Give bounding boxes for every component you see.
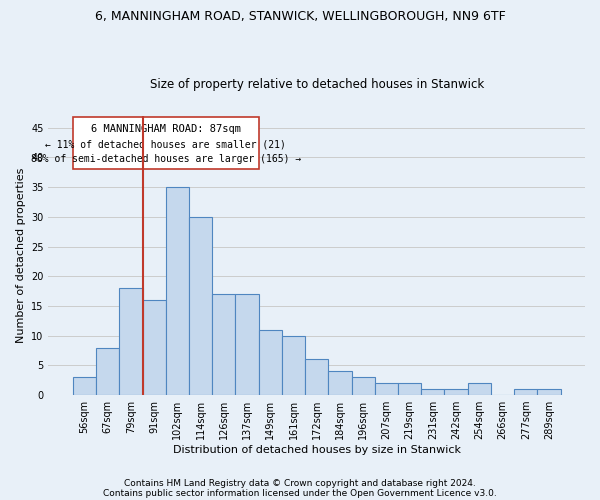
Bar bbox=[282, 336, 305, 395]
Bar bbox=[73, 378, 96, 395]
Bar bbox=[468, 383, 491, 395]
Bar bbox=[259, 330, 282, 395]
Bar bbox=[143, 300, 166, 395]
Bar bbox=[305, 360, 328, 395]
Bar bbox=[166, 187, 189, 395]
Bar bbox=[189, 217, 212, 395]
Text: Contains public sector information licensed under the Open Government Licence v3: Contains public sector information licen… bbox=[103, 488, 497, 498]
Bar bbox=[445, 389, 468, 395]
FancyBboxPatch shape bbox=[73, 117, 259, 170]
Bar bbox=[352, 378, 375, 395]
Title: Size of property relative to detached houses in Stanwick: Size of property relative to detached ho… bbox=[149, 78, 484, 91]
Text: 6, MANNINGHAM ROAD, STANWICK, WELLINGBOROUGH, NN9 6TF: 6, MANNINGHAM ROAD, STANWICK, WELLINGBOR… bbox=[95, 10, 505, 23]
Bar bbox=[96, 348, 119, 395]
Bar bbox=[119, 288, 143, 395]
Bar bbox=[328, 372, 352, 395]
Bar bbox=[538, 389, 560, 395]
Bar bbox=[514, 389, 538, 395]
Bar bbox=[375, 383, 398, 395]
X-axis label: Distribution of detached houses by size in Stanwick: Distribution of detached houses by size … bbox=[173, 445, 461, 455]
Bar bbox=[398, 383, 421, 395]
Text: 88% of semi-detached houses are larger (165) →: 88% of semi-detached houses are larger (… bbox=[31, 154, 301, 164]
Y-axis label: Number of detached properties: Number of detached properties bbox=[16, 168, 26, 343]
Bar bbox=[421, 389, 445, 395]
Text: Contains HM Land Registry data © Crown copyright and database right 2024.: Contains HM Land Registry data © Crown c… bbox=[124, 478, 476, 488]
Text: 6 MANNINGHAM ROAD: 87sqm: 6 MANNINGHAM ROAD: 87sqm bbox=[91, 124, 241, 134]
Bar bbox=[235, 294, 259, 395]
Text: ← 11% of detached houses are smaller (21): ← 11% of detached houses are smaller (21… bbox=[46, 140, 286, 149]
Bar bbox=[212, 294, 235, 395]
